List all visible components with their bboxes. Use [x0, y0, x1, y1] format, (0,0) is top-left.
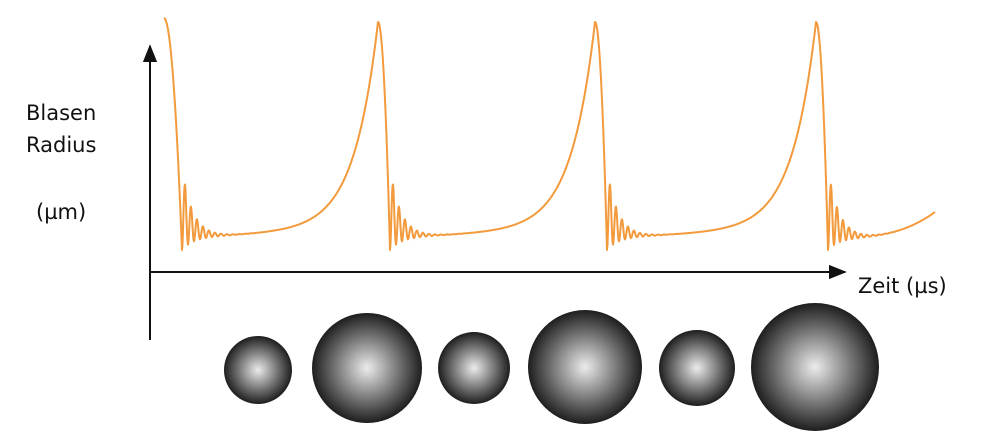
y-axis-label: Radius: [26, 133, 96, 157]
y-axis-label: Blasen: [26, 101, 96, 125]
x-axis-label: Zeit (µs): [858, 274, 947, 298]
bubble: [438, 332, 510, 404]
bubble: [659, 330, 735, 406]
y-axis-unit: (µm): [36, 200, 86, 224]
bubble: [751, 303, 879, 431]
bubble: [312, 313, 422, 423]
bubble: [528, 310, 642, 424]
bubble: [224, 336, 292, 404]
radius-curve: [163, 17, 936, 251]
